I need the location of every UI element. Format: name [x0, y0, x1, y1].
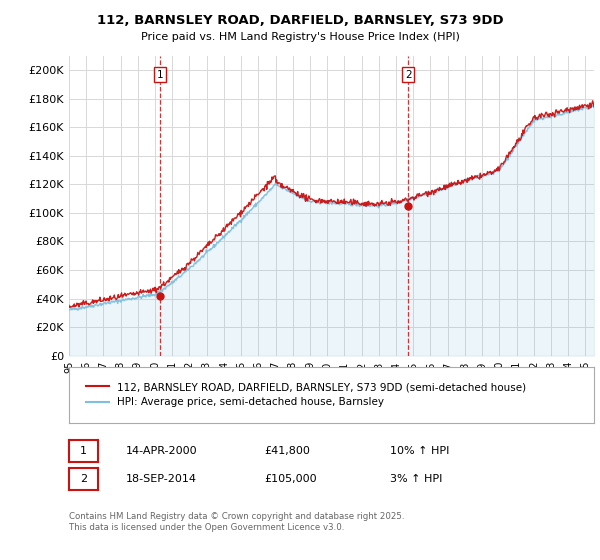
Text: £105,000: £105,000 [264, 474, 317, 484]
Text: 2: 2 [80, 474, 87, 484]
Text: 3% ↑ HPI: 3% ↑ HPI [390, 474, 442, 484]
Text: 112, BARNSLEY ROAD, DARFIELD, BARNSLEY, S73 9DD: 112, BARNSLEY ROAD, DARFIELD, BARNSLEY, … [97, 14, 503, 27]
Text: 1: 1 [157, 69, 163, 80]
Text: 10% ↑ HPI: 10% ↑ HPI [390, 446, 449, 456]
Legend: 112, BARNSLEY ROAD, DARFIELD, BARNSLEY, S73 9DD (semi-detached house), HPI: Aver: 112, BARNSLEY ROAD, DARFIELD, BARNSLEY, … [79, 376, 532, 414]
Text: Contains HM Land Registry data © Crown copyright and database right 2025.
This d: Contains HM Land Registry data © Crown c… [69, 512, 404, 532]
Text: 14-APR-2000: 14-APR-2000 [126, 446, 197, 456]
Text: £41,800: £41,800 [264, 446, 310, 456]
Text: 2: 2 [405, 69, 412, 80]
Text: 18-SEP-2014: 18-SEP-2014 [126, 474, 197, 484]
Text: Price paid vs. HM Land Registry's House Price Index (HPI): Price paid vs. HM Land Registry's House … [140, 32, 460, 43]
Text: 1: 1 [80, 446, 87, 456]
